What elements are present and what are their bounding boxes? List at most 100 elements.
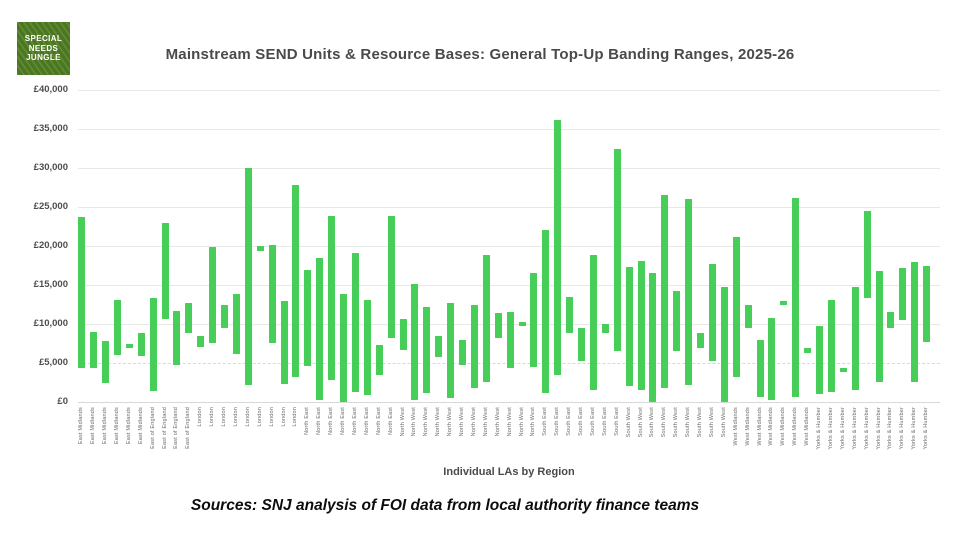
range-bar — [328, 215, 336, 381]
x-tick-label: Yorks & Humber — [839, 407, 846, 450]
range-bar — [375, 345, 383, 375]
x-tick-label: North West — [506, 407, 513, 437]
y-tick-label: £5,000 — [38, 357, 68, 368]
range-bar — [923, 266, 931, 342]
range-bar — [542, 230, 550, 394]
range-bar — [304, 270, 312, 367]
range-bar — [363, 299, 371, 395]
range-bar — [875, 270, 883, 382]
x-tick-label: West Midlands — [732, 407, 739, 446]
x-tick-label: South West — [720, 407, 727, 438]
range-bar — [280, 301, 288, 385]
range-bar — [459, 339, 466, 366]
x-tick-label: North West — [530, 407, 537, 437]
x-tick-label: North West — [470, 407, 477, 437]
snj-logo: SPECIAL NEEDS JUNGLE — [17, 22, 70, 75]
x-tick-label: East Midlands — [125, 407, 132, 445]
range-bar — [518, 321, 526, 327]
x-tick-label: West Midlands — [780, 407, 787, 446]
range-bar — [578, 327, 585, 362]
x-tick-label: London — [197, 407, 204, 427]
gridline — [78, 89, 940, 91]
range-bar — [661, 194, 669, 388]
x-tick-label: East Midlands — [90, 407, 97, 445]
x-tick-label: South West — [637, 407, 644, 438]
y-tick-label: £20,000 — [33, 240, 68, 251]
x-tick-label: North East — [375, 407, 382, 435]
x-tick-label: South East — [589, 407, 596, 436]
x-tick-label: North East — [387, 407, 394, 435]
gridline — [78, 167, 940, 169]
x-tick-label: North East — [304, 407, 311, 435]
range-bar — [435, 336, 443, 357]
gridline — [78, 128, 940, 130]
y-tick-label: £25,000 — [33, 201, 68, 212]
range-bar — [649, 273, 657, 402]
x-tick-label: South West — [685, 407, 692, 438]
x-tick-label: Yorks & Humber — [899, 407, 906, 450]
y-tick-label: £10,000 — [33, 318, 68, 329]
x-tick-label: South East — [566, 407, 573, 436]
range-bar — [102, 341, 109, 384]
range-bar — [125, 343, 133, 349]
x-tick-label: South East — [554, 407, 561, 436]
x-tick-label: Yorks & Humber — [851, 407, 858, 450]
range-bar — [756, 339, 764, 397]
x-tick-label: West Midlands — [768, 407, 775, 446]
y-tick-label: £30,000 — [33, 162, 68, 173]
range-bar — [613, 149, 621, 352]
x-tick-label: East of England — [161, 407, 168, 449]
range-bar — [899, 267, 907, 321]
x-tick-label: East of England — [185, 407, 192, 449]
x-tick-label: Yorks & Humber — [875, 407, 882, 450]
range-bar — [720, 287, 728, 402]
range-bar — [90, 331, 98, 369]
x-tick-label: London — [268, 407, 275, 427]
range-bar — [256, 246, 264, 251]
logo-line-2: NEEDS — [28, 43, 59, 53]
range-bar — [816, 325, 823, 395]
x-tick-label: South West — [697, 407, 703, 438]
range-bar — [292, 185, 300, 378]
x-tick-label: East of England — [149, 407, 156, 449]
x-tick-label: North West — [399, 407, 406, 437]
range-bar — [387, 215, 395, 339]
range-bar — [530, 273, 538, 367]
x-tick-label: Yorks & Humber — [911, 407, 918, 450]
gridline — [78, 245, 940, 247]
range-bar — [780, 300, 788, 306]
x-tick-label: East of England — [173, 407, 180, 449]
range-bar — [423, 306, 431, 394]
gridline — [78, 206, 940, 208]
range-bar — [221, 304, 228, 328]
x-tick-label: Yorks & Humber — [923, 407, 930, 450]
x-tick-label: South East — [613, 407, 620, 436]
range-bar — [827, 299, 835, 392]
range-bar — [673, 291, 681, 352]
range-bar — [244, 168, 252, 385]
logo-line-1: SPECIAL — [24, 34, 63, 44]
range-bar — [209, 246, 217, 344]
x-tick-label: North East — [363, 407, 370, 435]
range-bar — [494, 313, 502, 339]
x-tick-label: South West — [661, 407, 668, 438]
x-tick-label: East Midlands — [137, 407, 144, 445]
range-bar — [411, 284, 419, 401]
range-bar — [316, 257, 324, 400]
range-bar — [601, 324, 609, 334]
x-tick-label: South East — [578, 407, 584, 436]
x-tick-label: Yorks & Humber — [887, 407, 894, 450]
range-bar — [708, 263, 716, 362]
range-bar — [185, 302, 193, 334]
range-bar — [839, 367, 847, 373]
range-bar — [351, 253, 359, 392]
range-bar — [851, 286, 859, 391]
x-tick-label: East Midlands — [113, 407, 120, 445]
x-tick-label: South East — [542, 407, 549, 436]
x-tick-label: West Midlands — [792, 407, 799, 446]
range-bar — [113, 299, 121, 356]
range-bar — [911, 261, 919, 382]
range-bar — [137, 333, 145, 356]
chart-title: Mainstream SEND Units & Resource Bases: … — [165, 46, 795, 63]
range-bar — [863, 210, 871, 299]
